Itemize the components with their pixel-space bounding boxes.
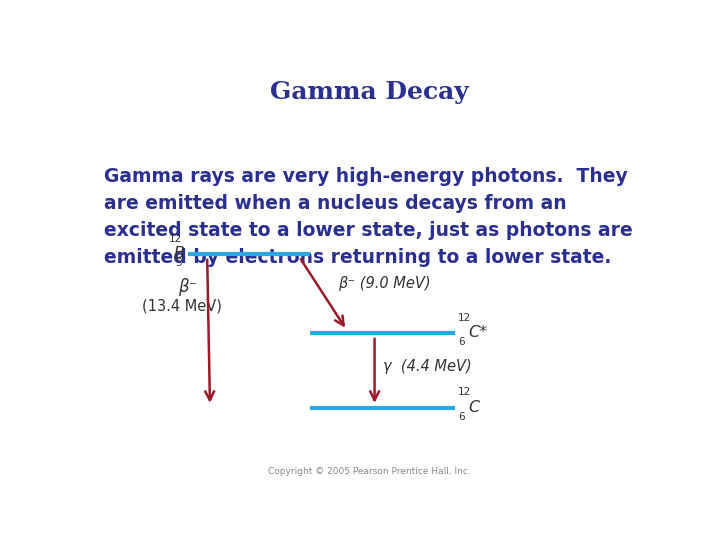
Text: 12: 12 <box>459 313 472 322</box>
Text: Copyright © 2005 Pearson Prentice Hall, Inc.: Copyright © 2005 Pearson Prentice Hall, … <box>268 467 470 476</box>
Text: 6: 6 <box>459 412 465 422</box>
Text: 5: 5 <box>176 258 182 268</box>
Text: Gamma Decay: Gamma Decay <box>269 80 469 104</box>
Text: Gamma rays are very high-energy photons.  They
are emitted when a nucleus decays: Gamma rays are very high-energy photons.… <box>104 167 633 267</box>
Text: 12: 12 <box>459 387 472 397</box>
Text: 6: 6 <box>459 337 465 347</box>
Text: β⁻: β⁻ <box>178 278 197 296</box>
Text: (13.4 MeV): (13.4 MeV) <box>142 299 222 313</box>
Text: γ  (4.4 MeV): γ (4.4 MeV) <box>383 359 472 374</box>
Text: B: B <box>174 246 185 261</box>
Text: C*: C* <box>468 326 487 341</box>
Text: 12: 12 <box>168 234 182 244</box>
Text: β⁻ (9.0 MeV): β⁻ (9.0 MeV) <box>338 275 431 291</box>
Text: C: C <box>468 400 480 415</box>
